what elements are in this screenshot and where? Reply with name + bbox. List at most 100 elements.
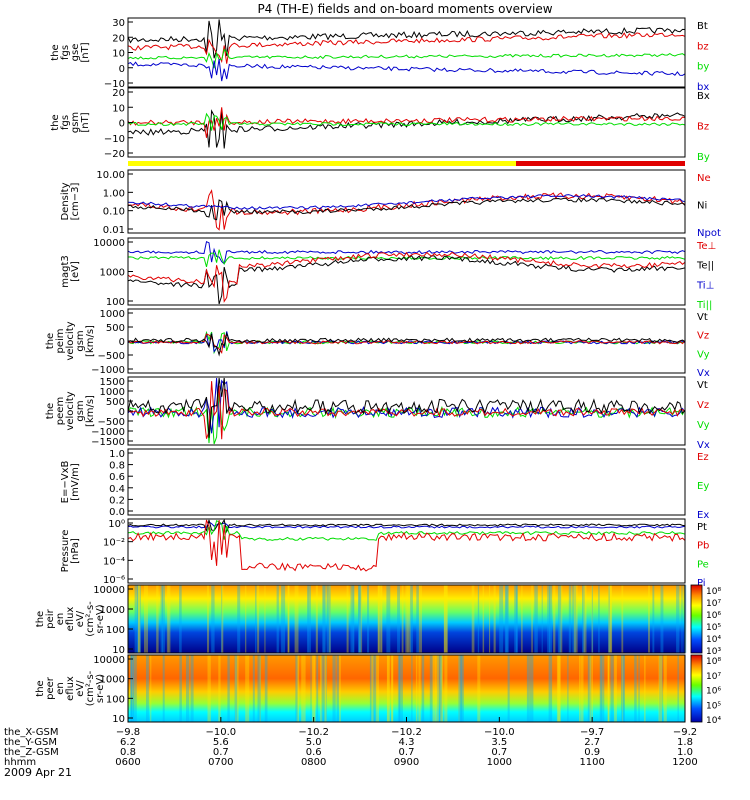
spectrogram-streak (252, 655, 255, 722)
spectrogram-streak (339, 655, 341, 722)
spectrogram-streak (352, 585, 355, 653)
y-tick-label: 10000 (93, 585, 125, 596)
spectrogram-streak (663, 655, 667, 722)
panel-pressure: 10⁰ 10⁻² 10⁻⁴ 10⁻⁶ Pressure[nPa] Pt Pb Pe Pi (60, 518, 709, 589)
y-tick-label: 100 (106, 694, 125, 705)
spectrogram-streak (130, 655, 133, 722)
series-Bz (127, 107, 686, 138)
spectrogram-streak (134, 585, 139, 653)
legend-entry: Bz (697, 122, 709, 133)
spectrogram-streak (336, 655, 339, 722)
series-Vy (127, 393, 686, 445)
series-Vz (127, 333, 686, 355)
spectrogram-streak (302, 655, 306, 722)
spectrogram-streak (493, 585, 496, 653)
series-Bt (127, 19, 686, 59)
y-tick-label: −10 (104, 134, 125, 145)
spectrogram-streak (621, 655, 624, 722)
legend-entry: Vx (697, 440, 710, 451)
spectrogram-streak (367, 585, 370, 653)
y-tick-label: 0.2 (109, 495, 125, 506)
series-Pt (127, 518, 686, 534)
spectrogram-streak (418, 585, 422, 653)
x-tick-label: 2.7 (584, 737, 600, 748)
spectrogram-streak (166, 585, 169, 653)
spectrogram-streak (322, 585, 325, 653)
series-Te-par (127, 255, 686, 305)
spectrogram-streak (371, 655, 374, 722)
spectrogram-streak (401, 585, 404, 653)
y-tick-label: 1000 (100, 268, 125, 279)
legend-entry: Pb (697, 541, 709, 552)
spectrogram-streak (380, 585, 383, 653)
spectrogram-streak (499, 585, 504, 653)
spectrogram-streak (614, 655, 617, 722)
y-tick-label: 10 (112, 103, 125, 114)
spectrogram-streak (259, 655, 261, 722)
series-Vt (127, 331, 686, 357)
y-tick-label: 10⁻⁴ (103, 556, 125, 567)
spectrogram-streak (179, 585, 182, 653)
series-Te-perp (127, 251, 686, 303)
y-tick-label: 1500 (100, 377, 125, 388)
legend-entry: Ne (697, 173, 711, 184)
y-tick-label: 0.01 (103, 225, 125, 236)
spectrogram-streak (437, 655, 439, 722)
spectrogram-streak (652, 585, 655, 653)
panel-frame (127, 169, 686, 234)
spectrogram-streak (439, 655, 443, 722)
y-tick-label: 10⁻² (103, 538, 125, 549)
spectrogram-streak (444, 655, 448, 722)
y-tick-label: −1000 (91, 365, 125, 376)
spectrogram-streak (638, 655, 640, 722)
y-tick-label: 0 (119, 64, 125, 75)
spectrogram-streak (610, 655, 614, 722)
y-tick-label: −1500 (91, 437, 125, 448)
spectrogram-streak (514, 585, 518, 653)
y-axis-label: E=−VxB[mV/m] (60, 461, 81, 504)
spectrogram-streak (591, 585, 594, 653)
x-tick-label: 0.7 (213, 747, 229, 758)
spectrogram-streak (591, 585, 593, 653)
spectrogram-streak (507, 655, 510, 722)
x-tick-label: 1.0 (677, 747, 693, 758)
spectrogram-streak (255, 585, 257, 653)
spectrogram-streak (156, 585, 159, 653)
panel-efield: 1.00.80.60.40.20.0 E=−VxB[mV/m] Ez Ey Ex (60, 448, 709, 521)
colorbar (690, 584, 703, 654)
legend-entry: Vt (697, 312, 708, 323)
y-tick-label: 10⁰ (108, 519, 125, 530)
spectrogram-streak (458, 655, 460, 722)
spectrogram-streak (321, 655, 325, 722)
spectrogram-streak (526, 655, 530, 722)
spectrogram-streak (207, 585, 209, 653)
spectrogram-streak (541, 585, 543, 653)
series-By (127, 112, 686, 131)
x-tick-label: −9.2 (673, 727, 697, 738)
spectrogram-streak (407, 585, 411, 653)
x-tick-label: 5.6 (213, 737, 229, 748)
colorbar-tick-label: 10⁶ (706, 687, 721, 697)
spectrogram-streak (608, 585, 613, 653)
legend-entry: Bt (697, 21, 708, 32)
spectrogram-streak (591, 655, 593, 722)
panel-frame (127, 237, 686, 306)
spectrogram-streak (547, 585, 551, 653)
spectrogram-streak (221, 585, 223, 653)
y-tick-label: −1000 (91, 427, 125, 438)
spectrogram-streak (308, 585, 311, 653)
spectrogram-streak (405, 585, 409, 653)
colorbar (690, 654, 703, 723)
spectrogram-streak (553, 585, 556, 653)
x-tick-label: −10.2 (298, 727, 329, 738)
spectrogram-streak (411, 655, 413, 722)
legend-entry: Bx (697, 91, 710, 102)
spectrogram-streak (583, 585, 587, 653)
spectrogram-streak (294, 585, 299, 653)
y-tick-label: −20 (104, 149, 125, 160)
spectrogram-streak (515, 585, 518, 653)
spectrogram-streak (599, 655, 602, 722)
y-axis-label: thepeemvelocitygsm[km/s] (45, 391, 96, 430)
spectrogram-image (128, 585, 685, 653)
spectrogram-streak (435, 655, 439, 722)
